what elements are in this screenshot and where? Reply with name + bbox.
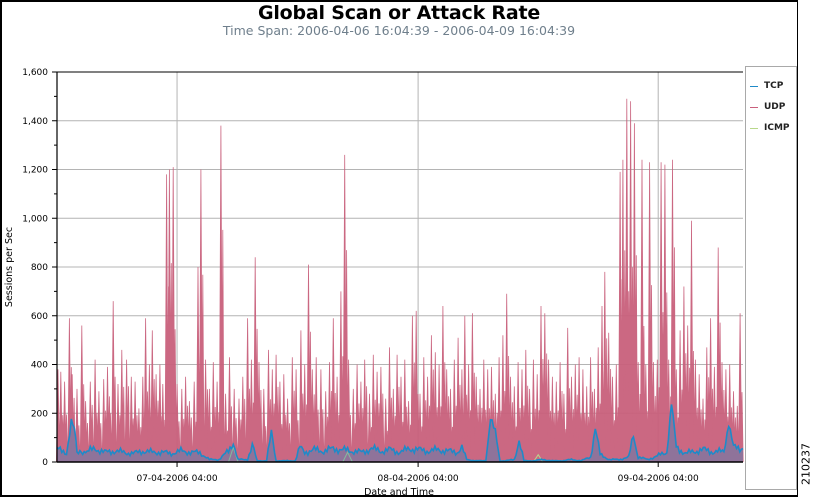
y-axis-title: Sessions per Sec xyxy=(4,227,15,307)
icmp-swatch-icon xyxy=(750,127,758,129)
chart-title: Global Scan or Attack Rate xyxy=(257,2,541,24)
x-tick-label: 08-04-2006 04:00 xyxy=(378,474,459,484)
x-tick-label: 07-04-2006 04:00 xyxy=(136,474,217,484)
y-tick-label: 0 xyxy=(42,458,48,468)
tcp-swatch-icon xyxy=(750,85,758,87)
y-tick-label: 1,600 xyxy=(22,68,48,78)
series-tcp xyxy=(56,404,744,463)
figure-id: 210237 xyxy=(798,430,814,498)
y-tick-label: 400 xyxy=(31,361,48,371)
y-tick-label: 1,400 xyxy=(22,117,48,127)
legend-label-udp: UDP xyxy=(764,102,786,112)
y-tick-label: 1,200 xyxy=(22,166,48,176)
y-tick-label: 800 xyxy=(31,263,48,273)
legend-label-tcp: TCP xyxy=(764,81,784,91)
chart-frame xyxy=(0,0,798,497)
legend-label-icmp: ICMP xyxy=(764,123,790,133)
axes: 0 200 400 600 800 1,000 1,200 1,400 1,600 07-04-2… xyxy=(22,68,743,484)
udp-swatch-icon xyxy=(750,106,758,108)
chart-subtitle: Time Span: 2006-04-06 16:04:39 - 2006-04… xyxy=(222,23,576,38)
y-tick-label: 600 xyxy=(31,312,48,322)
series-icmp xyxy=(57,445,743,463)
legend: TCP UDP ICMP xyxy=(745,66,797,490)
y-tick-label: 1,000 xyxy=(22,214,48,224)
x-axis-title: Date and Time xyxy=(364,487,434,498)
legend-item-icmp: ICMP xyxy=(750,122,790,134)
series-udp xyxy=(56,98,744,463)
y-tick-label: 200 xyxy=(31,409,48,419)
x-tick-label: 09-04-2006 04:00 xyxy=(618,474,699,484)
legend-item-tcp: TCP xyxy=(750,80,783,92)
legend-item-udp: UDP xyxy=(750,101,785,113)
figure-id-text: 210237 xyxy=(799,443,813,485)
